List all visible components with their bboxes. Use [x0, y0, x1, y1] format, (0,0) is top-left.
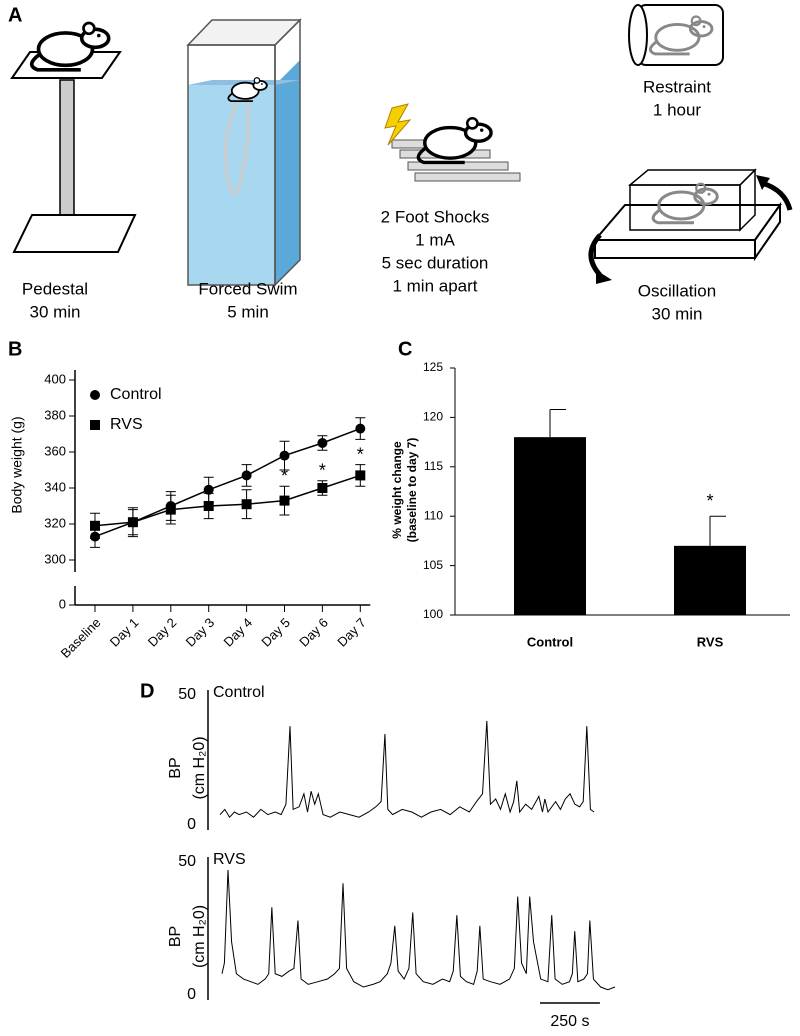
bar [674, 545, 746, 615]
y-tick-label: 115 [424, 459, 443, 473]
caption: 5 min [227, 302, 269, 321]
y-tick-label: 105 [423, 558, 443, 572]
bar [514, 437, 586, 615]
y-axis-label: BP [167, 757, 184, 778]
annotation: * [319, 461, 326, 481]
error-bar [709, 515, 726, 546]
x-tick-label: Day 5 [258, 615, 293, 650]
y-tick-label: 120 [423, 410, 443, 424]
x-tick-label: Day 2 [145, 615, 180, 650]
x-tick-label: Day 7 [334, 615, 369, 650]
oscillation-drawing [588, 168, 793, 284]
panel-label: A [8, 4, 22, 26]
trace [219, 720, 595, 819]
point [279, 495, 290, 506]
point [317, 438, 328, 448]
trace-name: RVS [213, 851, 246, 868]
y-axis-label: BP [167, 926, 184, 947]
y-axis-label: (cm H₂0) [191, 905, 208, 968]
annotation: * [706, 491, 713, 511]
y-axis-label: % weight change [390, 441, 404, 539]
series-line [94, 474, 361, 527]
y-axis-label: (cm H₂0) [191, 736, 208, 799]
point [241, 499, 252, 510]
y-tick-label: 320 [44, 515, 66, 530]
caption: Pedestal [22, 279, 88, 298]
forced-swim-drawing [186, 18, 302, 287]
y-tick-label: 300 [44, 551, 66, 566]
trace-name: Control [213, 684, 265, 701]
y-tick-label: 100 [423, 607, 443, 621]
foot-shock-drawing [384, 103, 521, 182]
restraint-drawing [628, 4, 724, 66]
trace [221, 869, 616, 991]
y-tick-label: 380 [44, 407, 66, 422]
legend-label: Control [110, 386, 162, 403]
point [203, 501, 214, 511]
legend-label: RVS [110, 416, 143, 433]
annotation: * [281, 466, 288, 486]
y-tick-label: 340 [44, 479, 66, 494]
legend-marker [90, 390, 100, 400]
x-tick-label: Day 4 [221, 615, 256, 650]
point [317, 483, 328, 493]
y-tick-label: 110 [424, 508, 443, 522]
panel-label: B [8, 338, 22, 360]
point [355, 423, 366, 434]
legend-marker [90, 420, 100, 430]
x-tick-label: Control [527, 634, 573, 649]
scale-bar-label: 250 s [550, 1013, 589, 1030]
y-tick-label: 0 [187, 986, 196, 1003]
error-bar [549, 408, 566, 438]
point [127, 517, 138, 528]
y-axis-label: Body weight (g) [9, 416, 25, 513]
point [279, 450, 290, 461]
y-tick-label: 50 [178, 686, 196, 703]
x-tick-label: Day 3 [183, 615, 218, 650]
caption: Restraint [643, 77, 711, 96]
y-tick-label: 360 [44, 443, 66, 458]
y-tick-label: 400 [44, 371, 66, 386]
caption: 30 min [651, 304, 702, 323]
y-tick-label: 50 [178, 853, 196, 870]
point [165, 504, 176, 515]
point [203, 484, 214, 495]
x-tick-label: Day 6 [296, 615, 331, 650]
caption: Forced Swim [198, 279, 297, 298]
caption: 5 sec duration [382, 253, 489, 272]
annotation: * [357, 444, 364, 464]
point [355, 470, 366, 481]
caption: 2 Foot Shocks [381, 207, 490, 226]
pedestal-drawing [10, 21, 137, 253]
caption: 1 hour [653, 100, 702, 119]
x-tick-label: RVS [697, 634, 724, 649]
caption: 1 min apart [392, 276, 477, 295]
point [241, 470, 252, 481]
y-tick-label: 0 [187, 816, 196, 833]
y-tick-label: 125 [423, 360, 443, 374]
y-tick-label: 0 [59, 596, 66, 611]
caption: 30 min [29, 302, 80, 321]
point [90, 520, 100, 531]
caption: 1 mA [415, 230, 455, 249]
panel-label: D [140, 680, 154, 702]
x-tick-label: Day 1 [107, 615, 142, 650]
caption: Oscillation [638, 281, 716, 300]
y-axis-label: (baseline to day 7) [405, 438, 419, 543]
panel-label: C [398, 338, 412, 360]
x-tick-label: Baseline [58, 615, 104, 661]
